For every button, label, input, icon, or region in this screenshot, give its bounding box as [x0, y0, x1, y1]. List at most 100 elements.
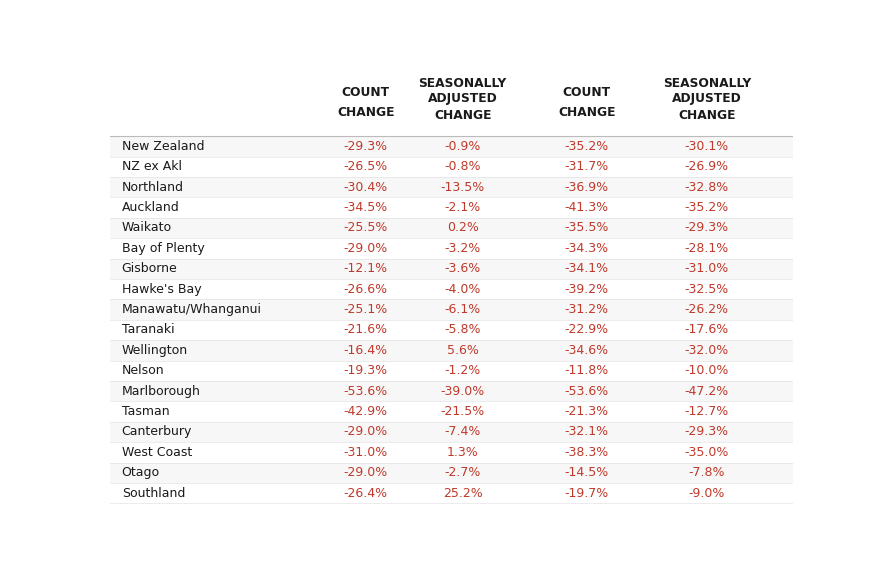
Text: -29.3%: -29.3%	[685, 426, 729, 438]
Text: -12.1%: -12.1%	[344, 262, 388, 275]
Bar	[110, 320, 793, 340]
Bar	[110, 218, 793, 238]
Bar	[110, 442, 793, 463]
Text: -26.9%: -26.9%	[685, 160, 729, 173]
Text: -29.0%: -29.0%	[344, 426, 388, 438]
Text: -19.7%: -19.7%	[565, 487, 609, 500]
Text: -32.8%: -32.8%	[685, 181, 729, 194]
Text: Manawatu/Whanganui: Manawatu/Whanganui	[122, 303, 262, 316]
Text: -31.2%: -31.2%	[565, 303, 609, 316]
Text: -26.6%: -26.6%	[344, 283, 388, 295]
Bar	[110, 238, 793, 259]
Text: -35.5%: -35.5%	[565, 221, 609, 234]
Text: -32.1%: -32.1%	[565, 426, 609, 438]
Text: -38.3%: -38.3%	[565, 446, 609, 459]
Text: -17.6%: -17.6%	[685, 324, 729, 336]
Text: -19.3%: -19.3%	[344, 364, 388, 377]
Bar	[110, 340, 793, 361]
Text: -34.1%: -34.1%	[565, 262, 609, 275]
Text: -22.9%: -22.9%	[565, 324, 609, 336]
Text: -36.9%: -36.9%	[565, 181, 609, 194]
Text: -16.4%: -16.4%	[344, 344, 388, 357]
Text: -32.5%: -32.5%	[685, 283, 729, 295]
Text: -31.0%: -31.0%	[344, 446, 388, 459]
Bar	[110, 198, 793, 218]
Text: Northland: Northland	[122, 181, 184, 194]
Text: -0.8%: -0.8%	[445, 160, 481, 173]
Text: -10.0%: -10.0%	[685, 364, 729, 377]
Bar	[110, 157, 793, 177]
Text: -53.6%: -53.6%	[344, 385, 388, 397]
Text: -30.1%: -30.1%	[685, 140, 729, 153]
Text: -53.6%: -53.6%	[565, 385, 609, 397]
Text: -29.3%: -29.3%	[685, 221, 729, 234]
Bar	[110, 381, 793, 401]
Text: -31.0%: -31.0%	[685, 262, 729, 275]
Bar	[110, 177, 793, 198]
Text: -0.9%: -0.9%	[445, 140, 481, 153]
Bar	[110, 259, 793, 279]
Bar	[110, 279, 793, 300]
Text: -7.8%: -7.8%	[689, 467, 725, 479]
Text: Otago: Otago	[122, 467, 159, 479]
Text: -35.2%: -35.2%	[565, 140, 609, 153]
Text: Canterbury: Canterbury	[122, 426, 192, 438]
Bar	[110, 136, 793, 157]
Text: -30.4%: -30.4%	[344, 181, 388, 194]
Text: ADJUSTED: ADJUSTED	[672, 92, 742, 105]
Text: -41.3%: -41.3%	[565, 201, 609, 214]
Text: -28.1%: -28.1%	[685, 242, 729, 255]
Text: -13.5%: -13.5%	[440, 181, 485, 194]
Text: -11.8%: -11.8%	[565, 364, 609, 377]
Text: ADJUSTED: ADJUSTED	[428, 92, 498, 105]
Text: -2.1%: -2.1%	[445, 201, 481, 214]
Text: -34.3%: -34.3%	[565, 242, 609, 255]
Bar	[110, 401, 793, 422]
Text: SEASONALLY: SEASONALLY	[663, 77, 751, 90]
Text: NZ ex Akl: NZ ex Akl	[122, 160, 181, 173]
Text: -21.3%: -21.3%	[565, 405, 609, 418]
Text: -3.2%: -3.2%	[445, 242, 481, 255]
Text: -7.4%: -7.4%	[445, 426, 481, 438]
Text: CHANGE: CHANGE	[678, 109, 736, 122]
Text: Wellington: Wellington	[122, 344, 188, 357]
Text: -32.0%: -32.0%	[685, 344, 729, 357]
Text: -39.2%: -39.2%	[565, 283, 609, 295]
Bar	[110, 422, 793, 442]
Text: -26.5%: -26.5%	[344, 160, 388, 173]
Text: CHANGE: CHANGE	[434, 109, 492, 122]
Text: -35.2%: -35.2%	[685, 201, 729, 214]
Text: -26.4%: -26.4%	[344, 487, 388, 500]
Text: -3.6%: -3.6%	[445, 262, 481, 275]
Text: -2.7%: -2.7%	[445, 467, 481, 479]
Text: -29.0%: -29.0%	[344, 467, 388, 479]
Text: -34.6%: -34.6%	[565, 344, 609, 357]
Text: -26.2%: -26.2%	[685, 303, 729, 316]
Text: Hawke's Bay: Hawke's Bay	[122, 283, 202, 295]
Text: 25.2%: 25.2%	[443, 487, 483, 500]
Text: -21.5%: -21.5%	[440, 405, 485, 418]
Text: -5.8%: -5.8%	[445, 324, 481, 336]
Bar	[110, 483, 793, 503]
Text: COUNT: COUNT	[563, 86, 611, 99]
Text: -39.0%: -39.0%	[440, 385, 485, 397]
Text: Gisborne: Gisborne	[122, 262, 177, 275]
Text: -35.0%: -35.0%	[685, 446, 729, 459]
Text: New Zealand: New Zealand	[122, 140, 204, 153]
Text: -29.0%: -29.0%	[344, 242, 388, 255]
Text: CHANGE: CHANGE	[337, 106, 395, 119]
Text: Auckland: Auckland	[122, 201, 180, 214]
Text: 5.6%: 5.6%	[447, 344, 478, 357]
Bar	[110, 300, 793, 320]
Text: -21.6%: -21.6%	[344, 324, 388, 336]
Text: Marlborough: Marlborough	[122, 385, 201, 397]
Text: -1.2%: -1.2%	[445, 364, 481, 377]
Bar	[110, 463, 793, 483]
Text: 1.3%: 1.3%	[447, 446, 478, 459]
Text: -25.5%: -25.5%	[344, 221, 388, 234]
Text: Nelson: Nelson	[122, 364, 165, 377]
Text: -34.5%: -34.5%	[344, 201, 388, 214]
Text: -14.5%: -14.5%	[565, 467, 609, 479]
Text: Bay of Plenty: Bay of Plenty	[122, 242, 204, 255]
Text: -42.9%: -42.9%	[344, 405, 388, 418]
